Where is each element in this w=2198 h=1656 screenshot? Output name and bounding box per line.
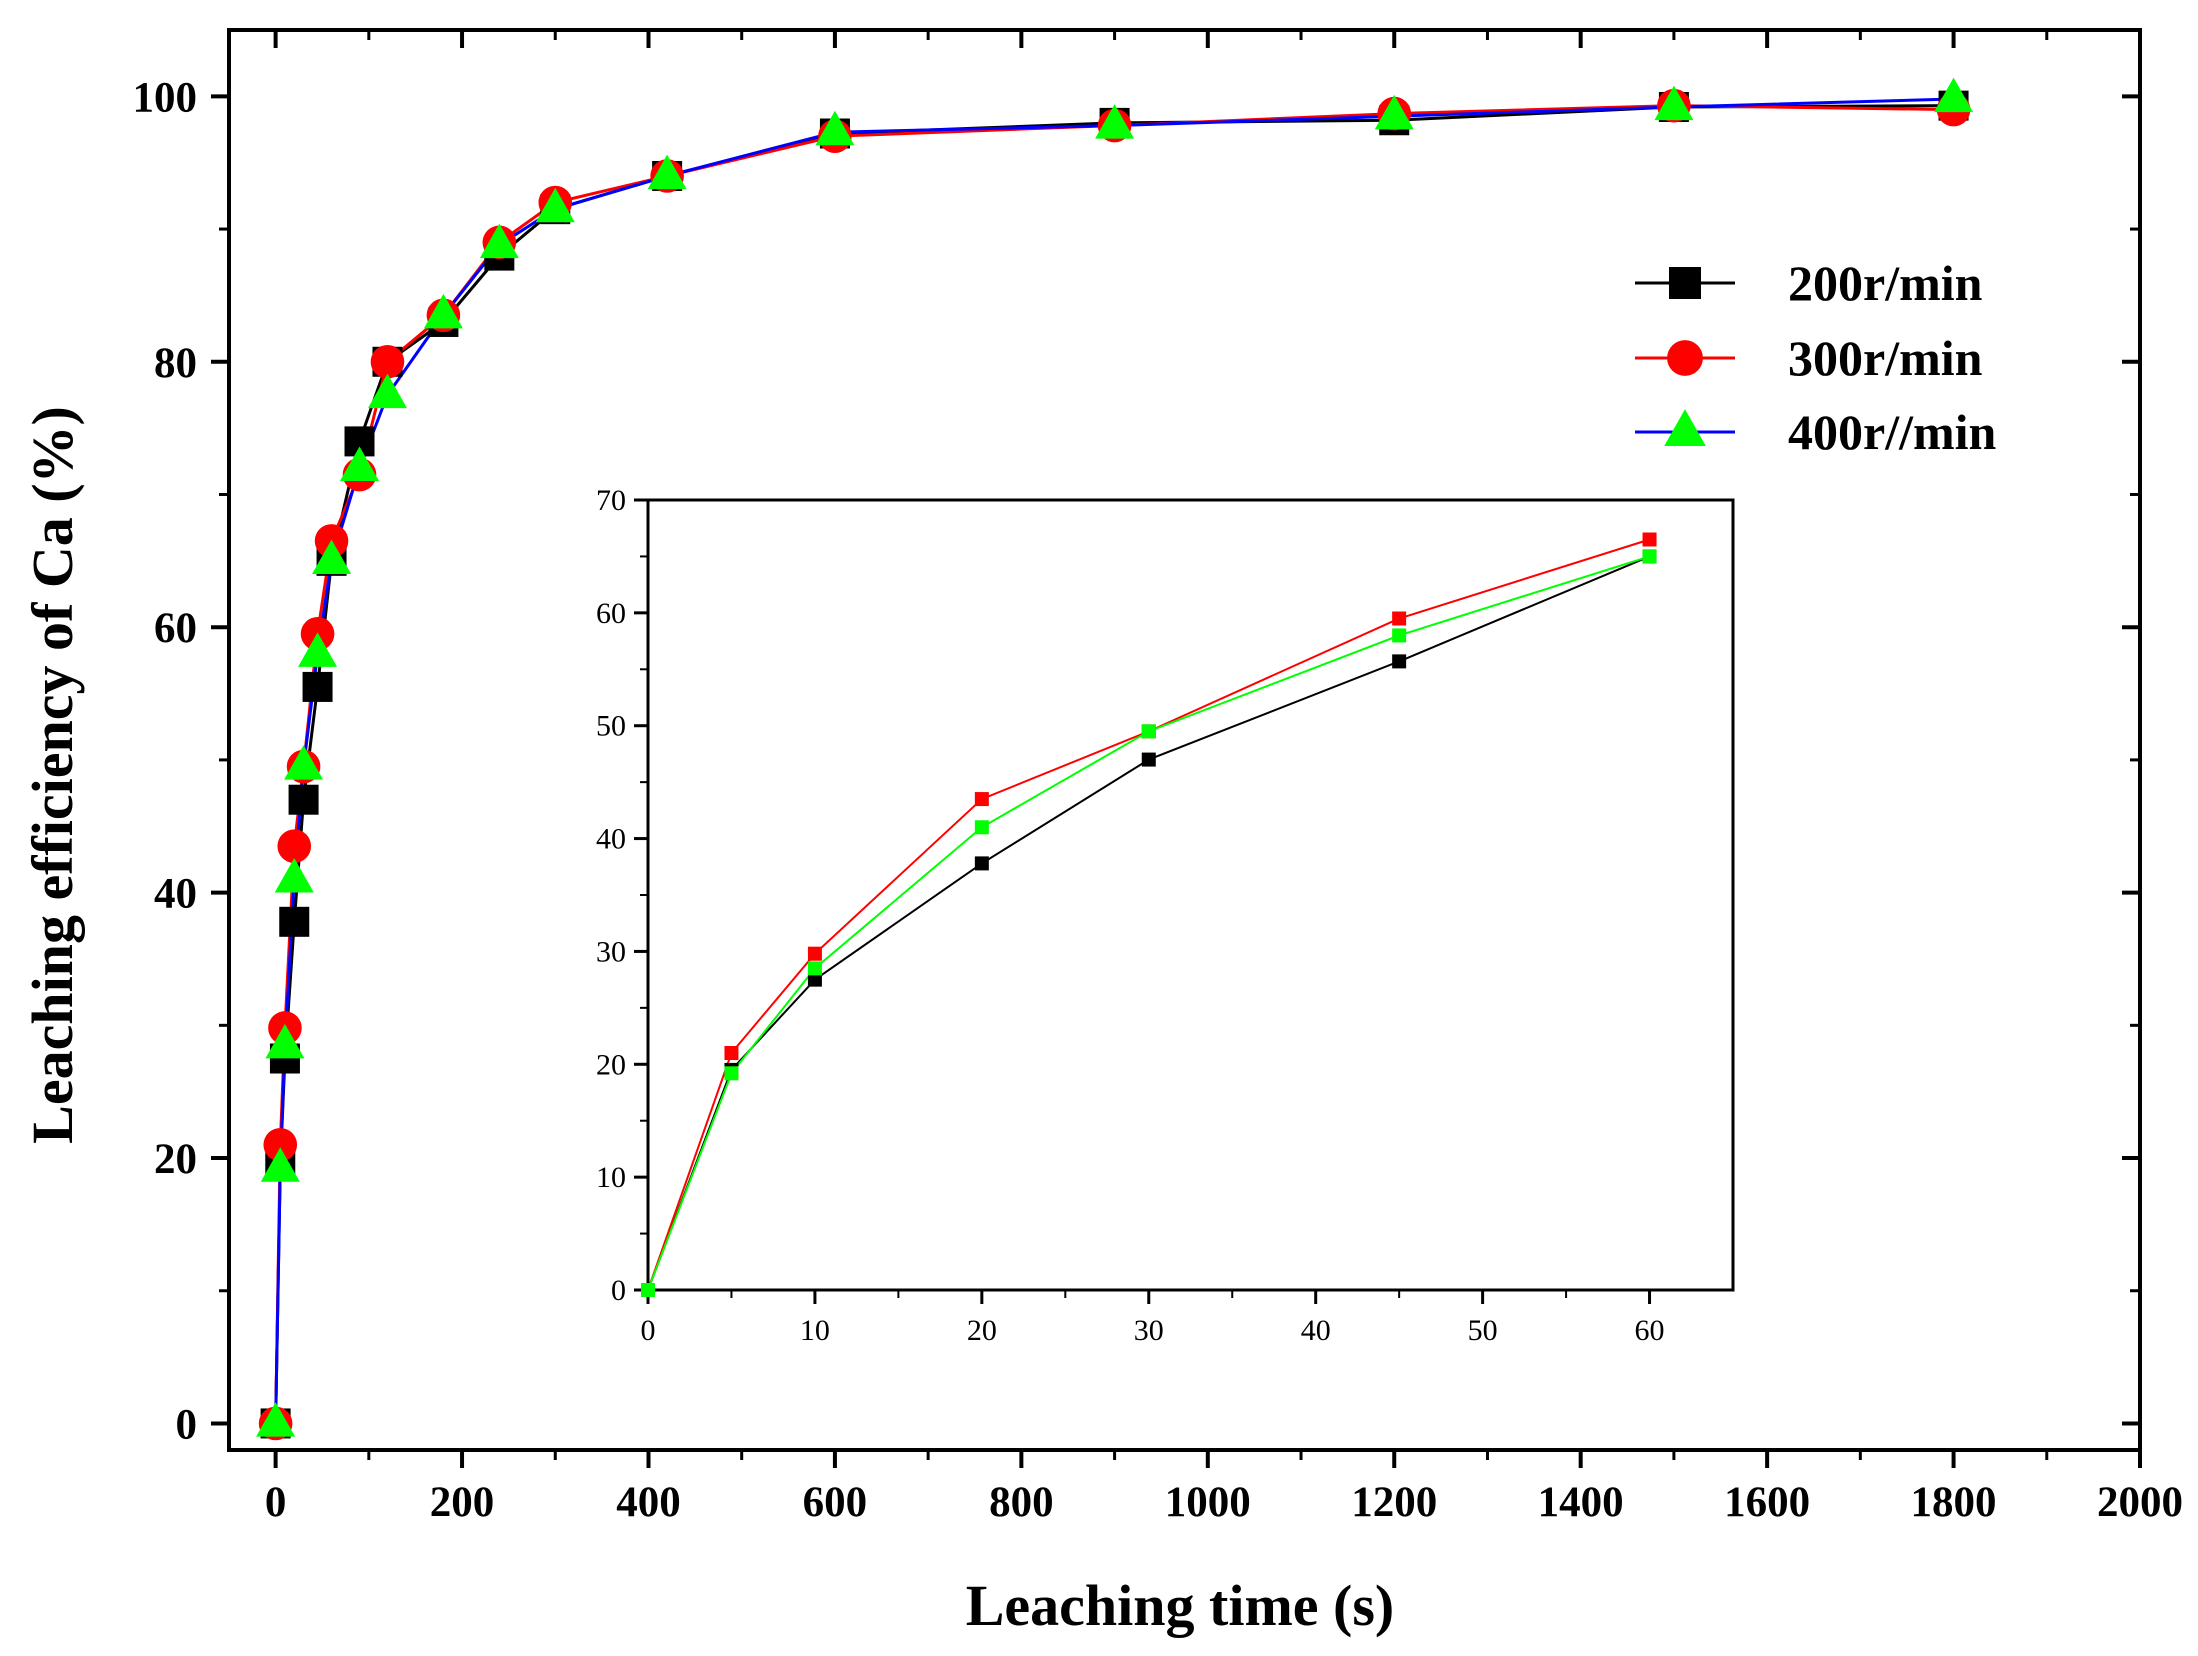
inset-point-300r-min-20: [974, 792, 989, 807]
point-400r-min-1500: [1654, 85, 1694, 121]
y-tick-label-20: 20: [154, 1136, 197, 1183]
x-tick-label-1800: 1800: [1911, 1479, 1997, 1526]
inset-point-400r-min-45: [1392, 628, 1407, 643]
inset-y-tick-label-0: 0: [611, 1274, 626, 1307]
inset-point-300r-min-45: [1392, 611, 1407, 626]
x-tick-label-1200: 1200: [1351, 1479, 1437, 1526]
inset-y-tick-label-60: 60: [596, 597, 626, 630]
point-400r-min-0: [256, 1402, 296, 1437]
inset-y-tick-label-70: 70: [596, 484, 626, 517]
point-400r-min-30: [284, 745, 324, 780]
x-tick-label-600: 600: [803, 1479, 868, 1526]
inset-y-tick-label-40: 40: [596, 823, 626, 856]
point-400r-min-1200: [1374, 94, 1414, 130]
point-300r-min-120: [370, 344, 405, 379]
main-plot-frame: [227, 28, 2142, 1452]
point-400r-min-20: [274, 857, 314, 893]
main-plot: 0 200 400 600 800 1000 1200 1400 1600 1800 2000020…: [133, 30, 2183, 1526]
x-tick-label-0: 0: [265, 1479, 287, 1526]
y-tick-label-100: 100: [133, 74, 198, 121]
point-200r-min-30: [288, 784, 319, 815]
inset-y-tick-label-30: 30: [596, 935, 626, 968]
point-300r-min-20: [277, 829, 312, 863]
legend: 200r/min 300r/min 400r//min: [1635, 255, 1997, 460]
inset-y-tick-label-10: 10: [596, 1161, 626, 1194]
y-tick-label-60: 60: [154, 605, 197, 652]
inset-x-tick-label-40: 40: [1301, 1314, 1331, 1347]
inset-y-tick-label-50: 50: [596, 710, 626, 743]
legend-label-300r-min: 300r/min: [1788, 330, 1983, 386]
inset-point-400r-min-30: [1141, 724, 1156, 739]
inset-point-400r-min-10: [807, 961, 822, 976]
point-400r-min-1800: [1934, 77, 1974, 113]
inset-point-300r-min-10: [807, 946, 822, 961]
inset-point-300r-min-60: [1642, 532, 1657, 547]
y-tick-label-0: 0: [176, 1401, 198, 1448]
point-200r-min-45: [302, 671, 333, 702]
inset-x-tick-label-60: 60: [1635, 1314, 1665, 1347]
inset-x-tick-label-0: 0: [641, 1314, 656, 1347]
inset-x-tick-label-20: 20: [967, 1314, 997, 1347]
point-400r-min-120: [367, 373, 407, 409]
inset-point-400r-min-0: [641, 1283, 655, 1297]
point-400r-min-5: [260, 1147, 300, 1182]
inset-point-400r-min-60: [1642, 549, 1657, 564]
x-tick-label-1000: 1000: [1165, 1479, 1251, 1526]
legend-marker-200r-min: [1669, 267, 1701, 299]
point-400r-min-900: [1095, 104, 1135, 139]
point-400r-min-300: [535, 187, 575, 223]
x-tick-label-2000: 2000: [2097, 1479, 2183, 1526]
inset-plot: 0 10 20 30 40 50 60 0 10 20 30 40 50 60 70: [596, 484, 1665, 1347]
legend-label-400r-min: 400r//min: [1788, 404, 1997, 460]
inset-x-tick-label-50: 50: [1468, 1314, 1498, 1347]
inset-x-tick-label-10: 10: [800, 1314, 830, 1347]
point-400r-min-10: [265, 1023, 305, 1059]
point-400r-min-240: [479, 223, 519, 259]
x-tick-label-400: 400: [616, 1479, 681, 1526]
x-tick-label-200: 200: [430, 1479, 495, 1526]
legend-label-200r-min: 200r/min: [1788, 255, 1983, 311]
point-400r-min-45: [298, 632, 338, 667]
point-400r-min-90: [340, 446, 380, 482]
inset-point-200r-min-45: [1392, 654, 1407, 669]
inset-point-200r-min-30: [1141, 752, 1156, 767]
inset-point-400r-min-5: [724, 1066, 739, 1081]
inset-y-tick-label-20: 20: [596, 1048, 626, 1081]
x-tick-label-800: 800: [989, 1479, 1054, 1526]
inset-point-200r-min-10: [807, 972, 822, 987]
inset-point-200r-min-20: [974, 856, 989, 871]
y-axis-title: Leaching efficiency of Ca (%): [20, 406, 85, 1144]
point-400r-min-60: [312, 539, 352, 574]
point-300r-min-5: [263, 1127, 298, 1162]
legend-marker-400r-min: [1664, 409, 1706, 446]
point-400r-min-180: [423, 293, 463, 329]
legend-marker-300r-min: [1667, 340, 1703, 376]
y-tick-label-40: 40: [154, 871, 197, 918]
inset-x-tick-label-30: 30: [1134, 1314, 1164, 1347]
point-200r-min-20: [279, 906, 310, 937]
inset-point-400r-min-20: [974, 820, 989, 835]
point-400r-min-420: [647, 154, 687, 190]
inset-plot-frame: [646, 498, 1735, 1292]
x-tick-label-1400: 1400: [1538, 1479, 1624, 1526]
y-tick-label-80: 80: [154, 340, 197, 387]
inset-point-300r-min-5: [724, 1046, 739, 1060]
x-tick-label-1600: 1600: [1724, 1479, 1810, 1526]
point-400r-min-600: [815, 110, 855, 146]
x-axis-title: Leaching time (s): [966, 1573, 1395, 1638]
